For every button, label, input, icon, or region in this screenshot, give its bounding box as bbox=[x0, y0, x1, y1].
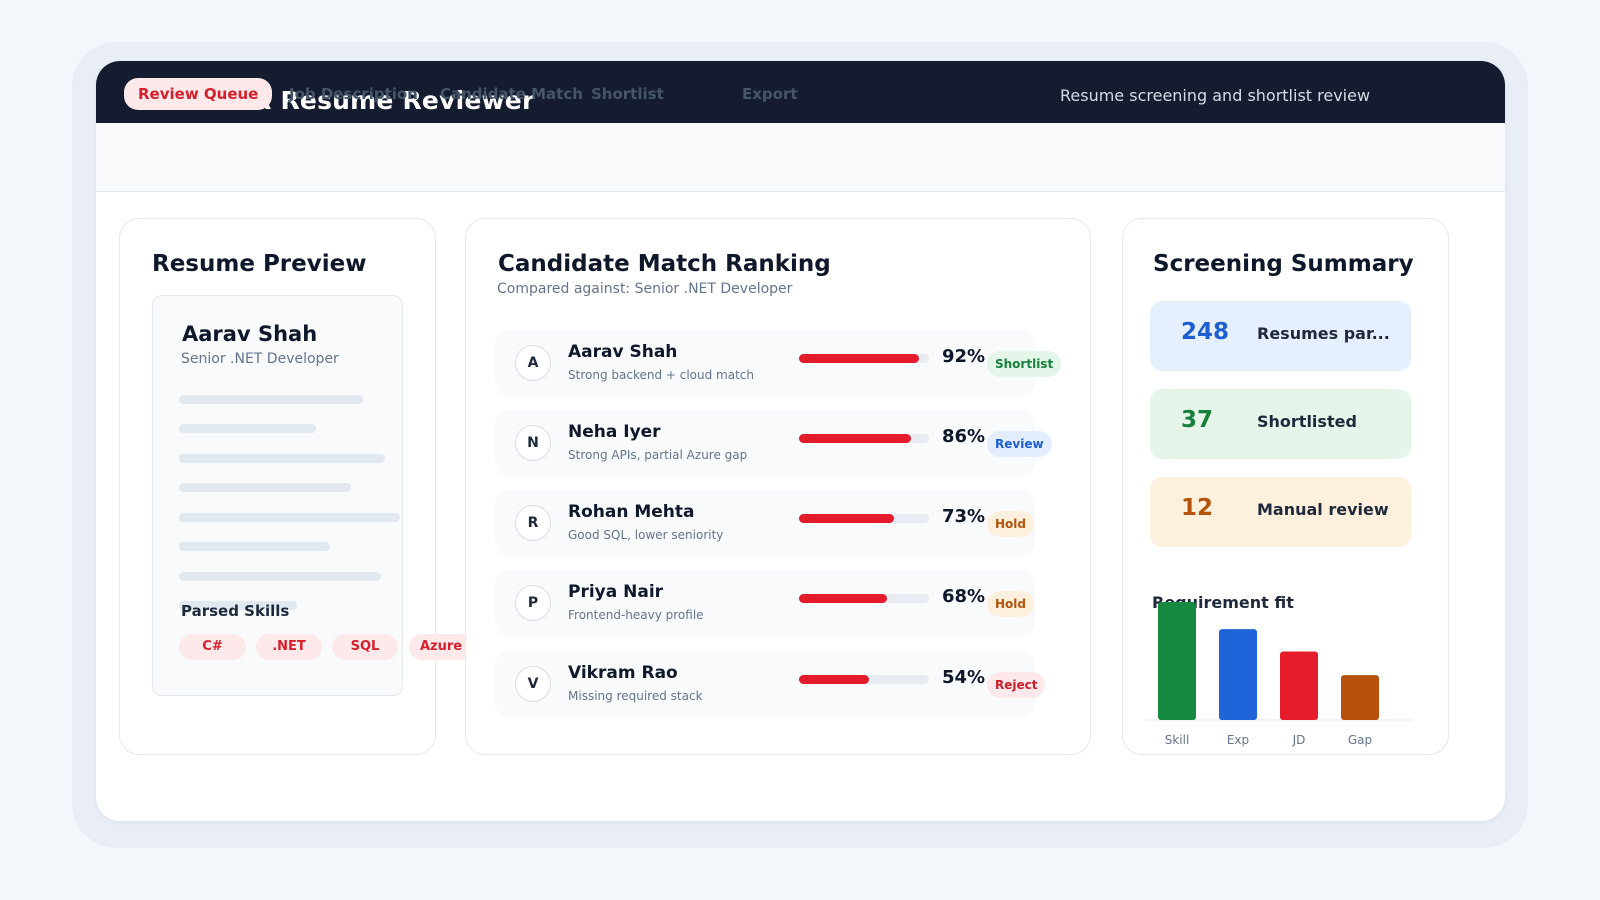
stat-card-shortlisted[interactable]: 37 Shortlisted bbox=[1150, 389, 1411, 459]
resume-text-line bbox=[179, 483, 351, 492]
candidate-ranking-title: Candidate Match Ranking bbox=[498, 251, 831, 277]
candidate-note: Good SQL, lower seniority bbox=[568, 528, 724, 542]
status-badge[interactable]: Reject bbox=[987, 672, 1046, 698]
match-score-fill bbox=[799, 514, 894, 523]
candidate-name: Neha Iyer bbox=[568, 422, 661, 442]
stat-label: Manual review bbox=[1257, 500, 1389, 519]
tab-shortlist[interactable]: Shortlist bbox=[591, 85, 664, 103]
x-tick-label: Gap bbox=[1348, 733, 1372, 747]
stat-value: 248 bbox=[1181, 319, 1230, 345]
parsed-skills-label: Parsed Skills bbox=[181, 602, 290, 620]
match-score: 86% bbox=[942, 426, 986, 447]
match-score-bar bbox=[799, 434, 929, 443]
screening-summary-title: Screening Summary bbox=[1153, 251, 1414, 277]
status-badge[interactable]: Review bbox=[987, 431, 1052, 457]
resume-candidate-role: Senior .NET Developer bbox=[181, 351, 339, 367]
tab-bar bbox=[96, 123, 1505, 192]
match-score-bar bbox=[799, 354, 929, 363]
candidate-avatar: A bbox=[515, 345, 551, 381]
match-score: 54% bbox=[942, 667, 986, 688]
match-score: 92% bbox=[942, 346, 986, 367]
skill-chip[interactable]: .NET bbox=[256, 634, 322, 660]
resume-text-line bbox=[179, 395, 363, 404]
stat-card-resumes-parsed[interactable]: 248 Resumes par... bbox=[1150, 301, 1411, 371]
status-badge[interactable]: Shortlist bbox=[987, 351, 1062, 377]
tab-export[interactable]: Export bbox=[742, 85, 798, 103]
candidate-avatar: N bbox=[515, 425, 551, 461]
candidate-row[interactable]: P Priya Nair Frontend-heavy profile 68% Hold bbox=[495, 570, 1035, 636]
resume-text-line bbox=[179, 513, 400, 522]
match-score-bar bbox=[799, 675, 929, 684]
candidate-row[interactable]: N Neha Iyer Strong APIs, partial Azure gap… bbox=[495, 410, 1052, 476]
candidate-note: Frontend-heavy profile bbox=[568, 608, 704, 622]
candidate-avatar: V bbox=[515, 666, 551, 702]
candidate-ranking-subtitle: Compared against: Senior .NET Developer bbox=[497, 281, 793, 297]
tab-job-description[interactable]: Job Description bbox=[289, 85, 418, 103]
candidate-row[interactable]: V Vikram Rao Missing required stack 54% Reje… bbox=[495, 651, 1046, 717]
candidate-note: Strong APIs, partial Azure gap bbox=[568, 448, 748, 462]
tab-candidate-match[interactable]: Candidate Match bbox=[440, 85, 583, 103]
candidate-row[interactable]: R Rohan Mehta Good SQL, lower seniority 73%… bbox=[495, 490, 1035, 556]
stat-value: 12 bbox=[1181, 495, 1214, 521]
match-score-fill bbox=[799, 354, 919, 363]
resume-preview-title: Resume Preview bbox=[152, 251, 367, 277]
resume-text-line bbox=[179, 542, 330, 551]
status-badge[interactable]: Hold bbox=[987, 591, 1034, 617]
stat-value: 37 bbox=[1181, 407, 1214, 433]
resume-text-line bbox=[179, 601, 297, 610]
bar-exp bbox=[1219, 629, 1257, 720]
skill-chip[interactable]: C# bbox=[179, 634, 246, 660]
bar-jd bbox=[1280, 651, 1318, 720]
app-subtitle: Resume screening and shortlist review bbox=[1060, 86, 1371, 105]
match-score-fill bbox=[799, 675, 869, 684]
bar-gap bbox=[1341, 675, 1379, 720]
candidate-row[interactable]: A Aarav Shah Strong backend + cloud match 9… bbox=[495, 330, 1062, 396]
stat-label: Resumes par... bbox=[1257, 324, 1390, 343]
resume-text-line bbox=[179, 454, 385, 463]
match-score: 68% bbox=[942, 586, 986, 607]
candidate-note: Missing required stack bbox=[568, 689, 703, 703]
x-tick-label: Skill bbox=[1165, 733, 1190, 747]
candidate-name: Priya Nair bbox=[568, 582, 664, 602]
candidate-name: Rohan Mehta bbox=[568, 502, 695, 522]
x-tick-label: JD bbox=[1292, 733, 1306, 747]
status-badge[interactable]: Hold bbox=[987, 511, 1034, 537]
match-score-fill bbox=[799, 594, 887, 603]
match-score-fill bbox=[799, 434, 911, 443]
candidate-name: Vikram Rao bbox=[568, 663, 678, 683]
match-score-bar bbox=[799, 514, 929, 523]
match-score-bar bbox=[799, 594, 929, 603]
match-score: 73% bbox=[942, 506, 986, 527]
candidate-avatar: R bbox=[515, 505, 551, 541]
resume-text-line bbox=[179, 424, 316, 433]
stat-card-manual-review[interactable]: 12 Manual review bbox=[1150, 477, 1411, 547]
candidate-avatar: P bbox=[515, 585, 551, 621]
resume-candidate-name: Aarav Shah bbox=[182, 322, 318, 346]
skill-chip[interactable]: Azure bbox=[409, 634, 473, 660]
tab-review-queue[interactable]: Review Queue bbox=[124, 78, 273, 110]
skill-chip[interactable]: SQL bbox=[332, 634, 398, 660]
app-title: HR Resume Reviewer bbox=[231, 86, 535, 115]
candidate-note: Strong backend + cloud match bbox=[568, 368, 755, 382]
bar-skill bbox=[1158, 602, 1196, 720]
candidate-name: Aarav Shah bbox=[568, 342, 678, 362]
x-tick-label: Exp bbox=[1227, 733, 1249, 747]
requirement-fit-chart: Skill Exp JD Gap bbox=[1146, 602, 1412, 747]
resume-document[interactable] bbox=[152, 295, 403, 696]
stat-label: Shortlisted bbox=[1257, 412, 1357, 431]
resume-text-line bbox=[179, 572, 381, 581]
